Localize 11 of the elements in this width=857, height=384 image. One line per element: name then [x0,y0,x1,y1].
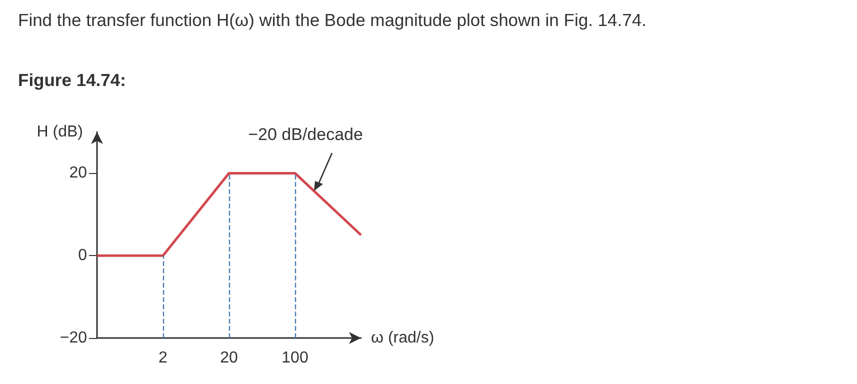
x-tick-label: 20 [220,350,238,366]
y-tick-label: 0 [78,247,88,264]
y-tick-label: −20 [60,330,88,346]
annotation: −20 dB/decade [248,124,363,145]
chart-subtitle: Figure 14.74: [18,70,126,91]
x-axis-title: ω (rad/s) [371,330,434,346]
chart-title: Find the transfer function H(ω) with the Bode magnitude plot shown in Fig. 14.74. [18,10,646,31]
x-tick-label: 2 [158,350,168,366]
y-tick-label: 20 [69,164,88,182]
x-tick-label: 100 [282,350,308,366]
y-axis-title: H (dB) [36,124,83,140]
